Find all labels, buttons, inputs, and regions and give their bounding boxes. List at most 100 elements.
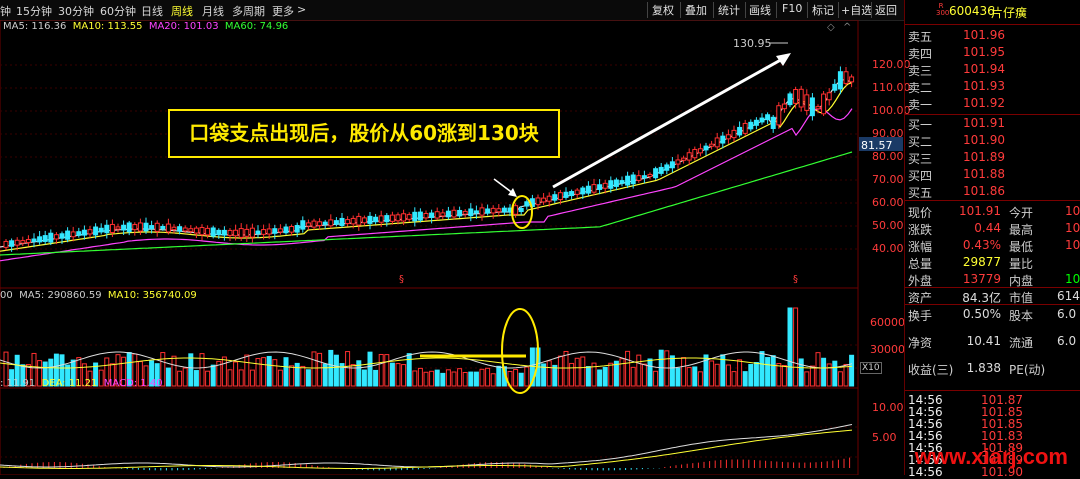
f10-button[interactable]: F10 bbox=[782, 2, 803, 15]
candlestick bbox=[608, 180, 614, 189]
candlestick bbox=[59, 233, 65, 239]
candlestick bbox=[809, 97, 815, 117]
volume-bar bbox=[9, 369, 15, 387]
candlestick bbox=[177, 226, 183, 232]
volume-bar bbox=[849, 354, 855, 387]
tab-period-month[interactable]: 月线 bbox=[202, 5, 224, 18]
restore-rights-button[interactable]: 复权 bbox=[652, 4, 674, 17]
volume-bar bbox=[731, 371, 737, 387]
stat-label: 总量 bbox=[908, 257, 933, 271]
order-book-sell-row[interactable]: 卖二 101.93 bbox=[905, 79, 1080, 95]
stat-row: 涨跌 0.44 最高 10 bbox=[905, 221, 1080, 237]
tick-row: 14:56 101.89 bbox=[905, 453, 1080, 467]
candlestick bbox=[389, 214, 395, 222]
overlay-button[interactable]: 叠加 bbox=[685, 4, 707, 17]
axis-tick: 120.00 bbox=[872, 58, 911, 71]
candlestick bbox=[569, 191, 575, 197]
candlestick bbox=[266, 228, 272, 235]
candlestick bbox=[384, 215, 390, 223]
candlestick bbox=[798, 88, 804, 108]
candlestick bbox=[843, 71, 849, 84]
stat-label: 涨跌 bbox=[908, 223, 933, 237]
volume-bar bbox=[121, 356, 127, 387]
order-book-sell-row[interactable]: 卖三 101.94 bbox=[905, 62, 1080, 78]
pocket-pivot-circle bbox=[511, 195, 533, 229]
add-favorite-button[interactable]: +自选 bbox=[841, 4, 873, 17]
volume-bar bbox=[93, 362, 99, 387]
order-book-buy-row[interactable]: 买五 101.86 bbox=[905, 184, 1080, 200]
order-book-sell-row[interactable]: 卖一 101.92 bbox=[905, 96, 1080, 112]
volume-bar bbox=[367, 351, 373, 387]
back-button[interactable]: 返回 bbox=[875, 4, 897, 17]
mark-button[interactable]: 标记 bbox=[812, 4, 834, 17]
candlestick bbox=[48, 232, 54, 243]
volume-bar bbox=[787, 307, 793, 387]
tab-period-30min[interactable]: 30分钟 bbox=[58, 5, 94, 18]
candlestick bbox=[289, 226, 295, 233]
stat-label: 最低 bbox=[1009, 240, 1034, 254]
tab-period-more[interactable]: 更多 bbox=[272, 5, 294, 18]
tick-row: 14:56 101.89 bbox=[905, 441, 1080, 455]
stat-value: 10 bbox=[1065, 221, 1080, 235]
volume-bar bbox=[53, 353, 59, 387]
volume-bar bbox=[277, 369, 283, 387]
tab-period-15min[interactable]: 15分钟 bbox=[16, 5, 52, 18]
volume-bar bbox=[563, 350, 569, 387]
tab-period-week[interactable]: 周线 bbox=[171, 5, 193, 18]
volume-bar bbox=[770, 355, 776, 387]
sell-level-label: 卖三 bbox=[908, 64, 933, 78]
candlestick bbox=[462, 210, 468, 215]
stat-value: 29877 bbox=[962, 255, 1001, 269]
order-book-buy-row[interactable]: 买二 101.90 bbox=[905, 133, 1080, 149]
axis-tick: 40.00 bbox=[872, 242, 904, 255]
candlestick bbox=[261, 229, 267, 235]
order-book-sell-row[interactable]: 卖四 101.95 bbox=[905, 45, 1080, 61]
ma20-legend: MA20: 101.03 bbox=[148, 21, 219, 32]
tab-period-1min[interactable]: 钟 bbox=[0, 5, 11, 18]
stat-value: 10.41 bbox=[966, 334, 1001, 348]
ma5-legend: MA5: 116.36 bbox=[3, 21, 67, 32]
candlestick bbox=[311, 220, 317, 228]
expand-icon[interactable]: ^ bbox=[843, 22, 852, 33]
macd-axis-tick: 10.00 bbox=[872, 401, 904, 414]
candlestick bbox=[216, 229, 222, 235]
order-book-sell-row[interactable]: 卖五 101.96 bbox=[905, 28, 1080, 44]
more-arrow-icon[interactable]: > bbox=[297, 3, 307, 16]
candlestick bbox=[602, 182, 608, 189]
candlestick bbox=[557, 192, 563, 201]
volume-bar bbox=[513, 368, 519, 387]
stat-row: 外盘 13779 内盘 10 bbox=[905, 272, 1080, 288]
candlestick bbox=[703, 145, 709, 151]
tab-period-day[interactable]: 日线 bbox=[141, 5, 163, 18]
volume-bar bbox=[42, 361, 48, 387]
volume-bar bbox=[238, 369, 244, 387]
tab-period-multi[interactable]: 多周期 bbox=[232, 5, 265, 18]
candlestick bbox=[417, 211, 423, 221]
draw-line-button[interactable]: 画线 bbox=[749, 4, 771, 17]
candlestick bbox=[244, 228, 250, 237]
tab-period-60min[interactable]: 60分钟 bbox=[100, 5, 136, 18]
volume-bar bbox=[48, 358, 54, 387]
sell-level-label: 卖一 bbox=[908, 98, 933, 112]
kline-chart-area[interactable] bbox=[0, 20, 904, 475]
order-book-buy-row[interactable]: 买三 101.89 bbox=[905, 150, 1080, 166]
candlestick bbox=[115, 226, 121, 230]
stat-value: 10 bbox=[1065, 272, 1080, 286]
candlestick bbox=[3, 240, 9, 248]
volume-bar bbox=[468, 371, 474, 387]
order-book-buy-row[interactable]: 买四 101.88 bbox=[905, 167, 1080, 183]
axis-tick: 60.00 bbox=[872, 196, 904, 209]
diamond-icon[interactable]: ◇ bbox=[827, 22, 835, 33]
candlestick bbox=[31, 238, 37, 242]
candlestick bbox=[658, 166, 664, 174]
volume-bar bbox=[378, 353, 384, 387]
volume-bar bbox=[14, 354, 20, 387]
volume-bar bbox=[171, 355, 177, 387]
order-book-buy-row[interactable]: 买一 101.91 bbox=[905, 116, 1080, 132]
candlestick bbox=[552, 194, 558, 201]
candlestick bbox=[501, 207, 507, 213]
volume-bar bbox=[647, 358, 653, 387]
buy-level-label: 买三 bbox=[908, 152, 933, 166]
candlestick bbox=[535, 197, 541, 206]
statistics-button[interactable]: 统计 bbox=[718, 4, 740, 17]
